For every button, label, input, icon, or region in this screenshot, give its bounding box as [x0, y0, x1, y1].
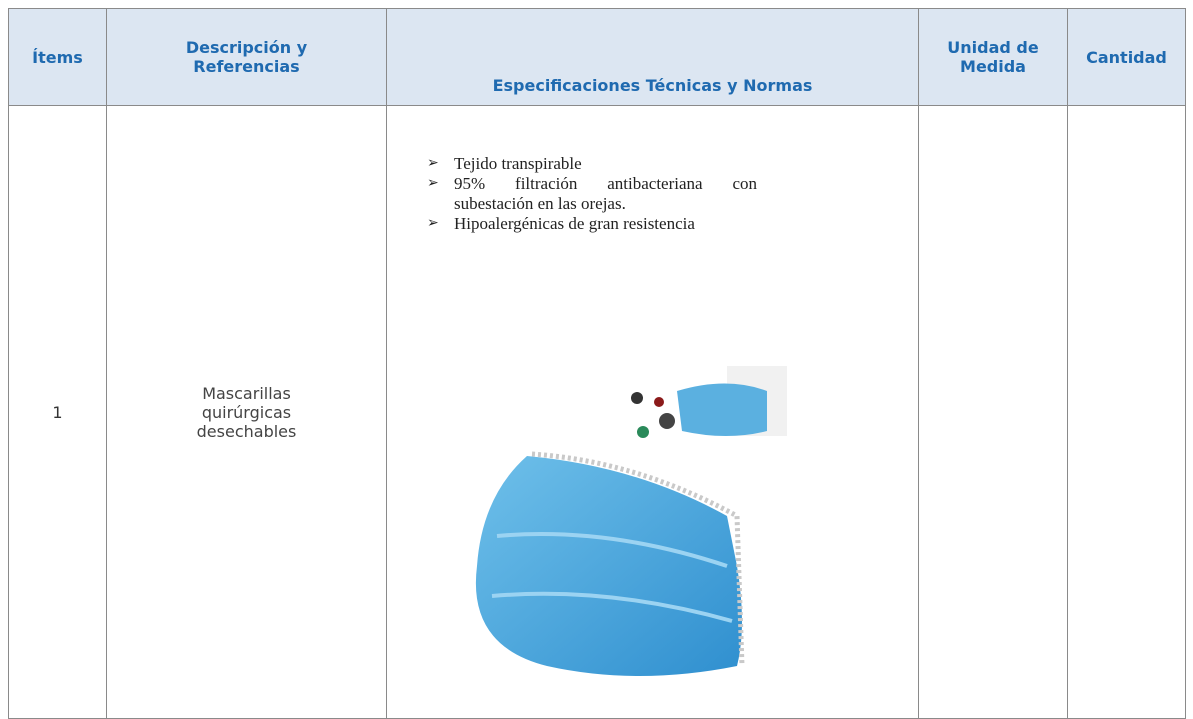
description-cell: Mascarillas quirúrgicas desechables	[106, 105, 387, 719]
item-number: 1	[52, 402, 63, 422]
spec-cell: Tejido transpirable 95% filtración antib…	[386, 105, 919, 719]
spec-item: Tejido transpirable	[427, 154, 757, 174]
spec-item: Hipoalergénicas de gran resistencia	[427, 214, 757, 234]
header-text: Unidad de Medida	[947, 38, 1039, 76]
header-text: Descripción y Referencias	[185, 38, 308, 76]
items-table: Ítems Descripción y Referencias Especifi…	[8, 8, 1186, 719]
header-cell: Descripción y Referencias	[106, 8, 387, 106]
header-cell: Cantidad	[1067, 8, 1186, 106]
description: Mascarillas quirúrgicas desechables	[196, 383, 297, 441]
header-text: Especificaciones Técnicas y Normas	[492, 76, 813, 95]
spec-item: 95% filtración antibacteriana con subest…	[427, 174, 757, 214]
header-cell: Unidad de Medida	[918, 8, 1068, 106]
quantity-cell	[1067, 105, 1186, 719]
spec-list: Tejido transpirable 95% filtración antib…	[427, 154, 757, 234]
header-text: Cantidad	[1086, 47, 1167, 67]
item-cell: 1	[8, 105, 107, 719]
header-row: Ítems Descripción y Referencias Especifi…	[8, 8, 1186, 106]
header-cell: Ítems	[8, 8, 107, 106]
header-text: Ítems	[32, 47, 83, 67]
unit-cell	[918, 105, 1068, 719]
mask-image	[475, 366, 787, 676]
data-row: 1 Mascarillas quirúrgicas desechables Te…	[8, 105, 1186, 719]
header-cell: Especificaciones Técnicas y Normas	[386, 8, 919, 106]
